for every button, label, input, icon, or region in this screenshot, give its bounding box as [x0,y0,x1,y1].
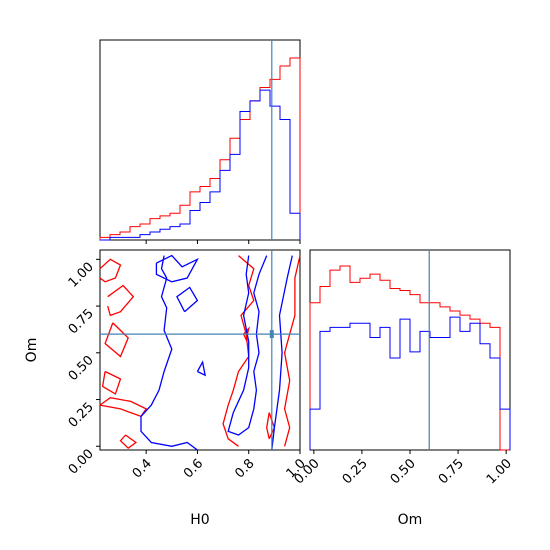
om-hist-series-0 [309,265,510,451]
om-marginal-panel: 0.00 0.25 0.50 0.75 1.00 Om [292,249,515,528]
h0-om-contour-panel: 0.4 0.6 0.8 1.0 0.000.250.500.751.00 H0 Om [24,240,309,528]
contour-series-group [99,254,301,451]
contour-series-1-line-4 [227,255,268,436]
contour-series-0-line-1 [107,284,135,317]
om-hist-series-group [309,265,511,451]
h0-tick-label-1: 0.6 [181,456,206,481]
om-y-tick-label-1: 0.25 [66,400,97,431]
h0-hist-series-1 [100,89,301,241]
om-x-tick-label-2: 0.50 [388,456,419,487]
om-x-ticks: 0.00 0.25 0.50 0.75 1.00 [292,450,515,487]
contour-series-0-line-5 [119,434,138,449]
h0-hist-series-group [99,57,301,241]
om-axis-label-y: Om [24,338,40,363]
h0-tick-label-0: 0.4 [130,456,155,481]
contour-frame [99,249,301,451]
h0-hist-series-0 [99,57,301,240]
contour-series-1-line-5 [271,255,293,451]
contour-series-0-line-2 [104,322,129,358]
om-hist-series-1 [309,316,511,450]
om-y-tick-label-4: 1.00 [66,260,97,291]
contour-series-0-line-3 [101,370,122,395]
om-x-tick-label-3: 0.75 [436,456,467,487]
h0-marginal-panel [99,39,301,241]
om-x-tick-label-1: 0.25 [340,456,371,487]
contour-series-1-line-0 [140,255,198,451]
h0-tick-label-2: 0.8 [232,456,257,481]
contour-series-1-line-2 [196,360,206,377]
om-y-tick-label-2: 0.50 [66,353,97,384]
om-y-tick-label-3: 0.75 [66,306,97,337]
contour-series-1-line-3 [155,254,199,283]
h0-axis-label: H0 [190,512,209,528]
contour-series-0-line-7 [283,255,301,447]
om-x-tick-label-4: 1.00 [484,456,515,487]
contour-series-0-line-4 [99,397,148,418]
om-y-tick-label-0: 0.00 [66,446,97,477]
contour-series-0-line-0 [99,258,122,283]
contour-series-0-line-8 [266,412,276,440]
truth-marker [269,330,274,339]
om-axis-label-x: Om [398,512,423,528]
contour-series-1-line-1 [176,286,199,313]
contour-y-ticks: 0.00 0.25 0.50 0.75 1.00 [66,258,100,478]
